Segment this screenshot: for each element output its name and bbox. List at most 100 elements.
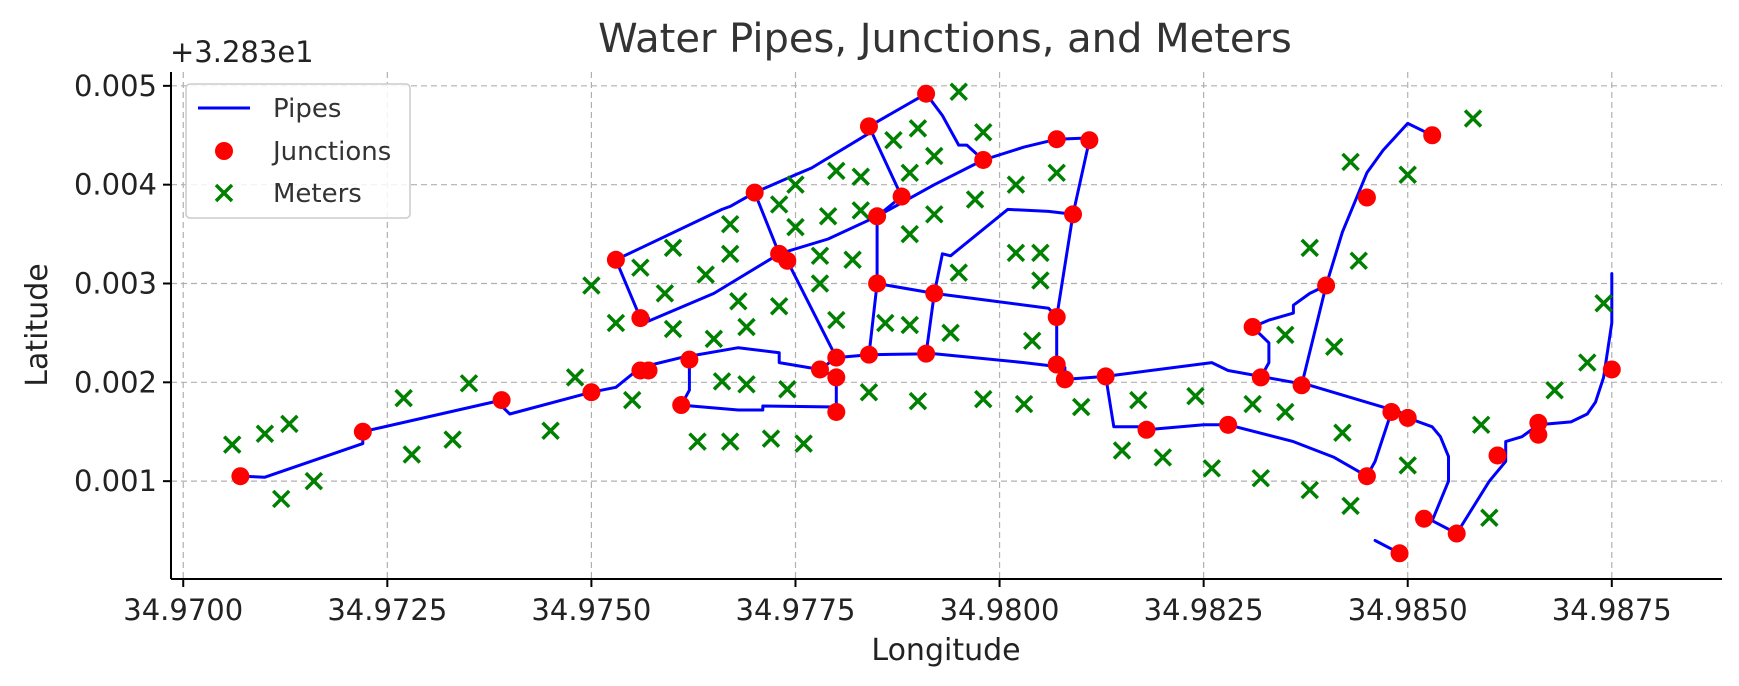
junction-marker (1292, 376, 1311, 395)
y-tick-label: 0.001 (74, 464, 157, 498)
pipe-segment (614, 136, 1091, 366)
meter-marker (1112, 441, 1132, 460)
meter-marker (737, 375, 756, 394)
meter-marker (908, 391, 928, 411)
meter-marker (900, 163, 920, 183)
x-axis-label: Longitude (871, 633, 1020, 668)
meter-marker (778, 380, 797, 399)
junction-marker (1447, 524, 1466, 543)
meter-marker (949, 82, 968, 102)
meter-marker (1463, 109, 1483, 128)
legend-meters-swatch (214, 183, 234, 203)
meter-marker (1349, 251, 1368, 271)
meter-marker (688, 432, 707, 451)
meter-marker (908, 119, 928, 138)
meter-marker (859, 382, 879, 402)
junction-marker (1064, 205, 1083, 224)
meter-marker (900, 224, 920, 244)
junction-marker (868, 207, 887, 226)
meter-marker (729, 292, 748, 311)
pipe-segment (679, 368, 838, 412)
meter-marker (1545, 380, 1564, 400)
meter-marker (1578, 353, 1597, 372)
junction-marker (1357, 467, 1376, 486)
junction-marker (639, 361, 658, 380)
meter-marker (900, 315, 920, 335)
junction-marker (917, 344, 936, 363)
meter-marker (1300, 480, 1319, 500)
meter-marker (631, 258, 650, 277)
meter-marker (1333, 423, 1352, 442)
junctions-layer (231, 84, 1621, 563)
junction-marker (1080, 131, 1099, 150)
legend-meters-label: Meters (273, 179, 362, 209)
y-tick-label: 0.002 (74, 365, 157, 399)
meter-marker (255, 424, 275, 443)
x-tick-label: 34.9775 (736, 593, 856, 627)
junction-marker (1251, 368, 1270, 387)
junction-marker (917, 84, 936, 103)
x-tick-label: 34.9825 (1144, 593, 1264, 627)
pipe-segment (614, 92, 985, 262)
meter-marker (843, 250, 862, 270)
chart-title: Water Pipes, Junctions, and Meters (598, 16, 1292, 62)
meter-marker (941, 323, 960, 343)
meter-marker (1325, 337, 1344, 356)
meter-marker (541, 421, 560, 440)
meter-marker (1276, 402, 1295, 422)
junction-marker (492, 391, 511, 410)
x-tick-label: 34.9700 (123, 593, 243, 627)
pipe-segment (1455, 272, 1614, 535)
meter-marker (1071, 397, 1091, 417)
meter-marker (827, 310, 846, 330)
x-tick-label: 34.9750 (531, 593, 651, 627)
meter-marker (1471, 415, 1491, 435)
meter-marker (1300, 238, 1319, 258)
meter-marker (1276, 325, 1295, 345)
meter-marker (1031, 243, 1050, 263)
legend-junctions-label: Junctions (271, 137, 391, 167)
meter-marker (1398, 165, 1417, 185)
meter-marker (663, 238, 683, 258)
junction-marker (1415, 509, 1434, 528)
junction-marker (925, 284, 944, 303)
junction-marker (1317, 276, 1336, 295)
meter-marker (1047, 163, 1066, 183)
meter-marker (810, 274, 830, 293)
meter-marker (606, 313, 626, 333)
junction-marker (859, 117, 878, 136)
junction-marker (1055, 370, 1074, 389)
meter-marker (655, 284, 675, 303)
ticks-layer: 34.9700 34.9725 34.9750 34.9775 34.9800 34.98… (74, 69, 1672, 627)
legend-box (185, 83, 411, 219)
pipe-segment (238, 346, 1459, 535)
junction-marker (606, 250, 625, 269)
x-tick-label: 34.9875 (1552, 593, 1672, 627)
meter-marker (769, 195, 789, 214)
junction-marker (1382, 402, 1401, 421)
axes-layer (170, 72, 1722, 580)
junction-marker (778, 251, 797, 270)
junction-marker (1243, 317, 1262, 336)
meter-marker (1153, 448, 1173, 467)
legend-pipes-label: Pipes (273, 94, 341, 124)
grid-layer (171, 72, 1722, 579)
legend: Pipes Junctions Meters (185, 83, 411, 219)
meter-marker (1031, 271, 1050, 290)
x-tick-label: 34.9850 (1348, 593, 1468, 627)
meter-marker (1594, 294, 1613, 313)
meter-marker (1202, 459, 1222, 478)
meter-marker (1341, 152, 1360, 172)
meter-marker (1014, 394, 1034, 414)
meter-marker (925, 146, 944, 166)
meter-marker (761, 429, 781, 448)
meter-marker (925, 205, 944, 224)
junction-marker (1137, 420, 1156, 439)
y-tick-label: 0.003 (74, 266, 157, 300)
meter-marker (720, 244, 740, 264)
junction-marker (1096, 367, 1115, 386)
junction-marker (353, 422, 372, 441)
meter-marker (876, 313, 895, 333)
junction-marker (1390, 544, 1409, 563)
